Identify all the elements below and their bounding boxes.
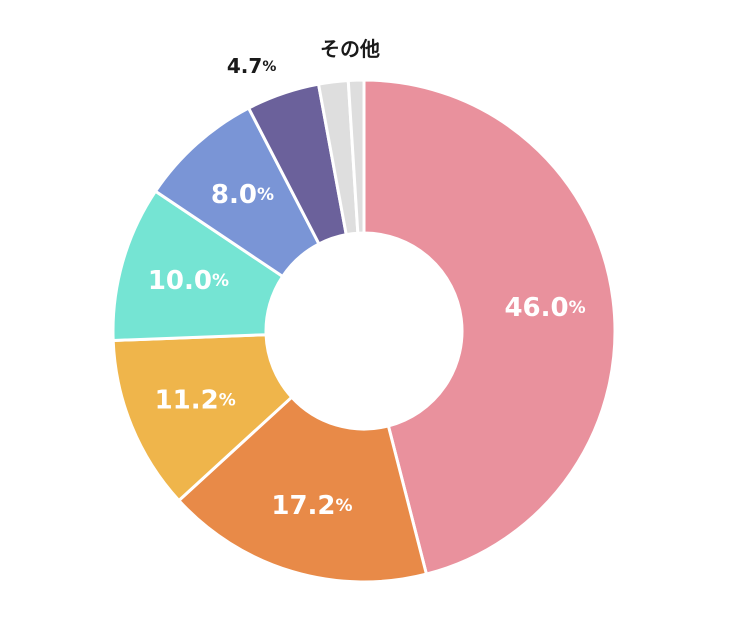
labels-group: 46.0% 17.2% 11.2% 10.0% 8.0% 4.7% bbox=[148, 54, 586, 521]
data-label: 4.7% bbox=[227, 54, 276, 78]
data-label: 46.0% bbox=[504, 293, 585, 323]
other-category-label: その他 bbox=[320, 37, 380, 61]
pie-slice bbox=[346, 78, 366, 235]
pie-slice bbox=[362, 78, 617, 576]
pie-slice bbox=[177, 395, 428, 584]
slices-group bbox=[111, 78, 617, 584]
data-label: 8.0% bbox=[211, 179, 274, 209]
data-label: 11.2% bbox=[155, 385, 236, 415]
data-label: 17.2% bbox=[271, 490, 352, 520]
pie-slice bbox=[111, 333, 294, 503]
data-label: 10.0% bbox=[148, 266, 229, 296]
